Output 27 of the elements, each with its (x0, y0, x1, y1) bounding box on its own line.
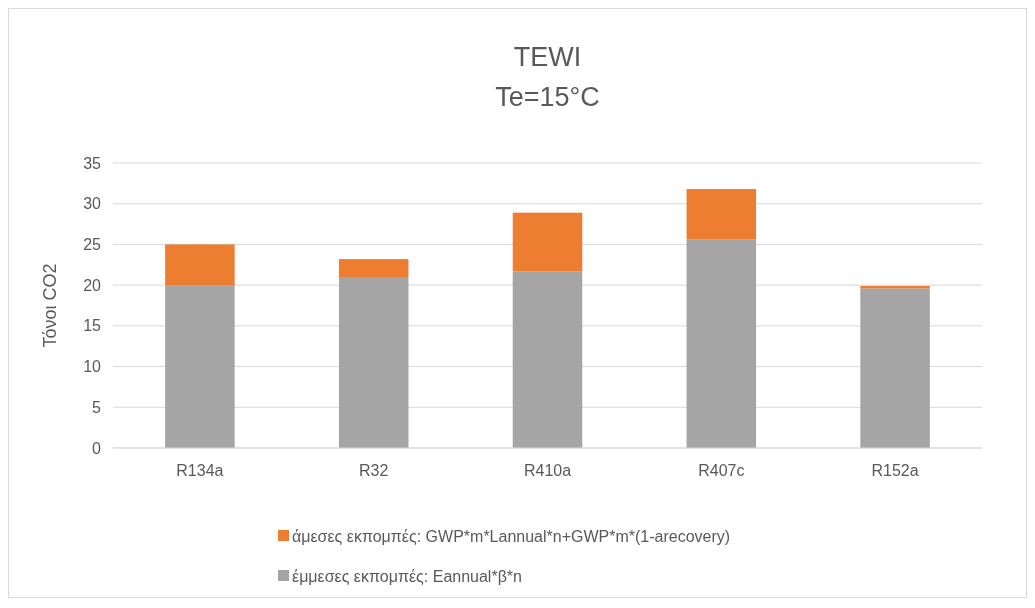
y-tick-label: 25 (83, 236, 102, 254)
legend-label: έμμεσες εκπομπές: Eannual*β*n (292, 567, 522, 585)
x-tick-label: R32 (359, 462, 389, 479)
chart-subtitle: Te=15°C (495, 82, 600, 112)
x-tick-label: R134a (176, 462, 224, 479)
bar (860, 288, 930, 448)
x-tick-label: R407c (698, 462, 745, 479)
y-tick-label: 20 (83, 276, 102, 294)
bar (512, 271, 583, 448)
bar (512, 212, 583, 272)
y-tick-label: 0 (92, 439, 102, 457)
bar (165, 244, 235, 286)
x-tick-label: R152a (871, 462, 919, 479)
bar (338, 259, 409, 278)
bar (165, 285, 235, 448)
bar (686, 239, 757, 448)
y-tick-label: 15 (83, 317, 102, 335)
bar (338, 277, 409, 448)
y-tick-label: 30 (83, 195, 102, 213)
bar (686, 189, 757, 240)
legend-label: άμεσες εκπομπές: GWP*m*Lannual*n+GWP*m*(1-arecovery) (292, 527, 731, 545)
chart-title: TEWI (513, 42, 582, 72)
y-tick-label: 5 (92, 398, 102, 416)
y-tick-label: 35 (83, 154, 102, 172)
x-tick-label: R410a (523, 462, 572, 479)
y-axis-title: Τόνοι CO2 (40, 263, 60, 348)
y-tick-label: 10 (83, 358, 102, 376)
